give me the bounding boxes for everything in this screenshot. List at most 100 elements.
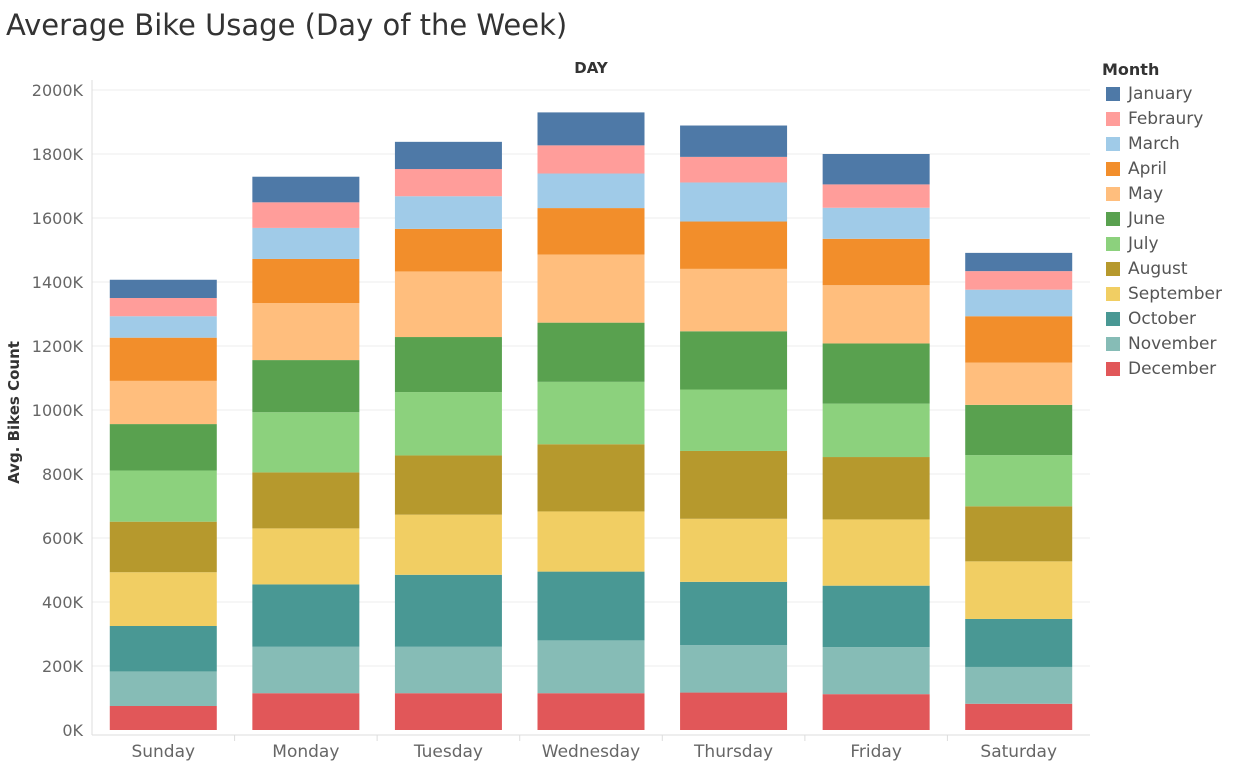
legend-item[interactable]: January (1102, 81, 1222, 106)
y-tick-label: 1200K (32, 337, 84, 356)
bar-segment-march[interactable] (537, 173, 645, 209)
bar-segment-may[interactable] (394, 271, 502, 338)
bar-segment-april[interactable] (394, 228, 502, 272)
bar-segment-september[interactable] (680, 518, 788, 582)
bar-segment-august[interactable] (537, 444, 645, 512)
bar-segment-august[interactable] (822, 457, 930, 520)
legend-label: October (1128, 308, 1197, 329)
legend-item[interactable]: Febraury (1102, 106, 1222, 131)
bar-segment-febraury[interactable] (537, 145, 645, 174)
legend-item[interactable]: October (1102, 306, 1222, 331)
legend-item[interactable]: September (1102, 281, 1222, 306)
bar-segment-december[interactable] (680, 692, 788, 730)
bar-segment-febraury[interactable] (252, 202, 360, 228)
bar-segment-august[interactable] (109, 521, 217, 573)
bar-segment-september[interactable] (822, 519, 930, 586)
bar-segment-april[interactable] (822, 238, 930, 286)
bar-segment-november[interactable] (822, 647, 930, 695)
bar-segment-november[interactable] (965, 666, 1073, 704)
bar-segment-january[interactable] (394, 141, 502, 170)
bar-segment-november[interactable] (394, 646, 502, 694)
legend-item[interactable]: August (1102, 256, 1222, 281)
bar-segment-june[interactable] (109, 424, 217, 471)
bar-segment-may[interactable] (537, 254, 645, 323)
bar-segment-september[interactable] (252, 528, 360, 585)
bar-segment-march[interactable] (109, 316, 217, 338)
bar-segment-november[interactable] (252, 646, 360, 694)
bar-segment-march[interactable] (680, 182, 788, 222)
bar-segment-december[interactable] (109, 706, 217, 730)
bar-segment-october[interactable] (680, 581, 788, 646)
bar-segment-june[interactable] (252, 360, 360, 413)
bar-segment-june[interactable] (537, 322, 645, 382)
bar-segment-august[interactable] (252, 472, 360, 529)
legend-item[interactable]: July (1102, 231, 1222, 256)
bar-segment-may[interactable] (822, 285, 930, 344)
bar-segment-june[interactable] (965, 404, 1073, 456)
bar-segment-november[interactable] (537, 640, 645, 694)
bar-segment-july[interactable] (252, 412, 360, 473)
bar-segment-july[interactable] (109, 470, 217, 522)
bar-segment-febraury[interactable] (680, 156, 788, 183)
bar-segment-july[interactable] (822, 403, 930, 458)
bar-segment-august[interactable] (680, 450, 788, 519)
legend-item[interactable]: March (1102, 131, 1222, 156)
bar-segment-april[interactable] (680, 221, 788, 269)
bar-segment-febraury[interactable] (109, 298, 217, 317)
bar-segment-july[interactable] (394, 392, 502, 456)
legend-item[interactable]: June (1102, 206, 1222, 231)
bar-segment-august[interactable] (965, 506, 1073, 562)
bar-segment-january[interactable] (680, 125, 788, 157)
bar-segment-july[interactable] (965, 455, 1073, 507)
bar-segment-febraury[interactable] (394, 169, 502, 197)
bar-segment-may[interactable] (109, 380, 217, 425)
bar-segment-december[interactable] (965, 703, 1073, 730)
bar-segment-january[interactable] (109, 279, 217, 298)
bar-segment-november[interactable] (680, 645, 788, 693)
bar-segment-january[interactable] (537, 112, 645, 146)
bar-segment-january[interactable] (252, 176, 360, 203)
bar-segment-november[interactable] (109, 671, 217, 706)
bar-segment-october[interactable] (537, 571, 645, 641)
bar-segment-september[interactable] (394, 514, 502, 575)
legend-item[interactable]: December (1102, 356, 1222, 381)
bar-segment-september[interactable] (537, 511, 645, 572)
bar-segment-september[interactable] (965, 561, 1073, 619)
bar-segment-december[interactable] (822, 694, 930, 730)
bar-segment-june[interactable] (822, 343, 930, 404)
bar-segment-febraury[interactable] (822, 184, 930, 208)
bar-segment-september[interactable] (109, 572, 217, 626)
bar-segment-january[interactable] (965, 252, 1073, 272)
bar-segment-march[interactable] (252, 227, 360, 259)
bar-segment-july[interactable] (680, 389, 788, 451)
bar-segment-febraury[interactable] (965, 271, 1073, 290)
bar-segment-may[interactable] (680, 268, 788, 332)
legend-item[interactable]: May (1102, 181, 1222, 206)
bar-segment-december[interactable] (252, 693, 360, 730)
bar-segment-december[interactable] (537, 693, 645, 730)
bar-segment-october[interactable] (109, 626, 217, 672)
bar-segment-january[interactable] (822, 154, 930, 185)
bar-segment-october[interactable] (822, 585, 930, 648)
bar-segment-october[interactable] (965, 618, 1073, 667)
bar-segment-march[interactable] (965, 289, 1073, 317)
y-tick-label: 1800K (32, 145, 84, 164)
bar-segment-march[interactable] (822, 207, 930, 239)
bar-segment-august[interactable] (394, 455, 502, 515)
bar-segment-may[interactable] (252, 303, 360, 361)
bar-segment-october[interactable] (394, 574, 502, 647)
bar-segment-april[interactable] (537, 208, 645, 255)
bar-segment-june[interactable] (680, 331, 788, 390)
bar-segment-april[interactable] (965, 316, 1073, 363)
bar-segment-december[interactable] (394, 693, 502, 730)
bar-segment-april[interactable] (109, 337, 217, 381)
bar-segment-july[interactable] (537, 381, 645, 445)
y-tick-label: 1000K (32, 401, 84, 420)
legend-item[interactable]: November (1102, 331, 1222, 356)
bar-segment-may[interactable] (965, 362, 1073, 405)
bar-segment-october[interactable] (252, 584, 360, 647)
legend-item[interactable]: April (1102, 156, 1222, 181)
bar-segment-march[interactable] (394, 196, 502, 229)
bar-segment-april[interactable] (252, 258, 360, 304)
bar-segment-june[interactable] (394, 337, 502, 393)
